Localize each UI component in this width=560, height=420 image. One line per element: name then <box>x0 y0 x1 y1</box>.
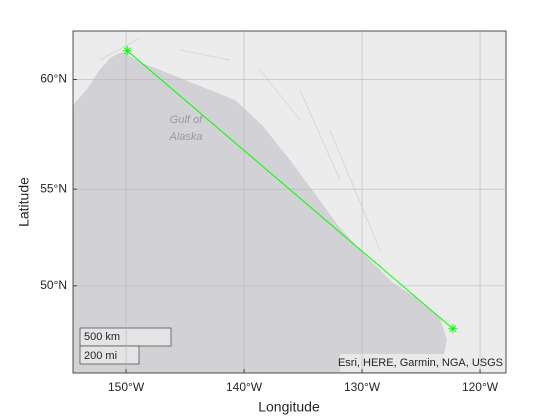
route-line <box>126 50 454 330</box>
marker <box>122 46 132 56</box>
marker <box>448 324 458 334</box>
scale-bar-mi <box>79 345 140 365</box>
place-label: Gulf of <box>170 114 203 126</box>
place-label: Alaska <box>168 131 202 143</box>
y-tick-label: 55°N <box>40 181 67 195</box>
axes-box <box>72 30 507 374</box>
sea <box>73 52 447 373</box>
x-tick-label: 120°W <box>462 380 499 394</box>
x-tick-label: 130°W <box>344 380 381 394</box>
x-tick-label: 150°W <box>108 380 145 394</box>
attribution: Esri, HERE, Garmin, NGA, USGS <box>338 357 503 369</box>
scale-label: 500 km <box>84 331 120 343</box>
x-tick-label: 140°W <box>226 380 263 394</box>
y-axis-label: Latitude <box>16 177 32 227</box>
coast-detail <box>99 37 381 251</box>
x-axis-label: Longitude <box>258 399 320 415</box>
y-tick-label: 50°N <box>40 278 67 292</box>
attribution-bg <box>340 354 506 372</box>
y-tick-label: 60°N <box>40 72 67 86</box>
scale-label: 200 mi <box>84 350 117 362</box>
